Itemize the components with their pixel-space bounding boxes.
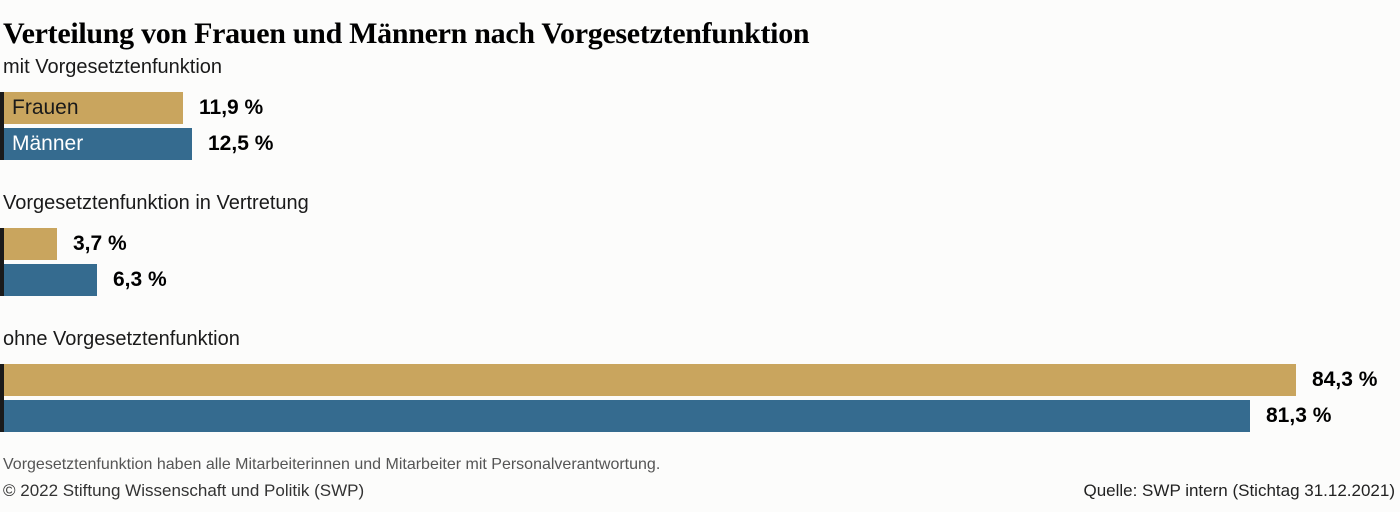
bar-row-maenner: Männer 12,5 % — [0, 128, 1400, 160]
bar-row-frauen: 84,3 % — [0, 364, 1400, 396]
bar-area: 84,3 % 81,3 % — [0, 364, 1400, 432]
value-label: 3,7 % — [73, 232, 127, 255]
value-label: 6,3 % — [113, 268, 167, 291]
bar-row-frauen: 3,7 % — [0, 228, 1400, 260]
footer-note: Vorgesetztenfunktion haben alle Mitarbei… — [3, 456, 661, 473]
maenner-bar — [0, 264, 97, 296]
footer-copyright: © 2022 Stiftung Wissenschaft und Politik… — [3, 481, 365, 500]
footer-source: Quelle: SWP intern (Stichtag 31.12.2021) — [1083, 481, 1395, 500]
series-label-frauen: Frauen — [12, 96, 79, 119]
series-label-maenner: Männer — [12, 132, 84, 155]
chart-title: Verteilung von Frauen und Männern nach V… — [3, 17, 810, 51]
group-label: Vorgesetztenfunktion in Vertretung — [3, 192, 309, 214]
group-label: ohne Vorgesetztenfunktion — [3, 328, 240, 350]
bar-group-ohne-vorgesetztenfunktion: ohne Vorgesetztenfunktion 84,3 % 81,3 % — [0, 326, 1400, 432]
bar-area: 3,7 % 6,3 % — [0, 228, 1400, 296]
bar-area: Frauen 11,9 % Männer 12,5 % — [0, 92, 1400, 160]
value-label: 81,3 % — [1266, 404, 1332, 427]
axis-tick-line — [0, 228, 4, 296]
maenner-bar: Männer — [0, 128, 192, 160]
bar-row-maenner: 81,3 % — [0, 400, 1400, 432]
maenner-bar — [0, 400, 1250, 432]
bar-group-mit-vorgesetztenfunktion: mit Vorgesetztenfunktion Frauen 11,9 % M… — [0, 54, 1400, 160]
frauen-bar: Frauen — [0, 92, 183, 124]
group-label: mit Vorgesetztenfunktion — [3, 56, 223, 78]
value-label: 84,3 % — [1312, 368, 1378, 391]
bar-row-frauen: Frauen 11,9 % — [0, 92, 1400, 124]
bar-group-vertretung: Vorgesetztenfunktion in Vertretung 3,7 %… — [0, 190, 1400, 296]
axis-tick-line — [0, 92, 4, 160]
frauen-bar — [0, 228, 57, 260]
value-label: 12,5 % — [208, 132, 274, 155]
bar-row-maenner: 6,3 % — [0, 264, 1400, 296]
value-label: 11,9 % — [199, 96, 264, 119]
axis-tick-line — [0, 364, 4, 432]
frauen-bar — [0, 364, 1296, 396]
